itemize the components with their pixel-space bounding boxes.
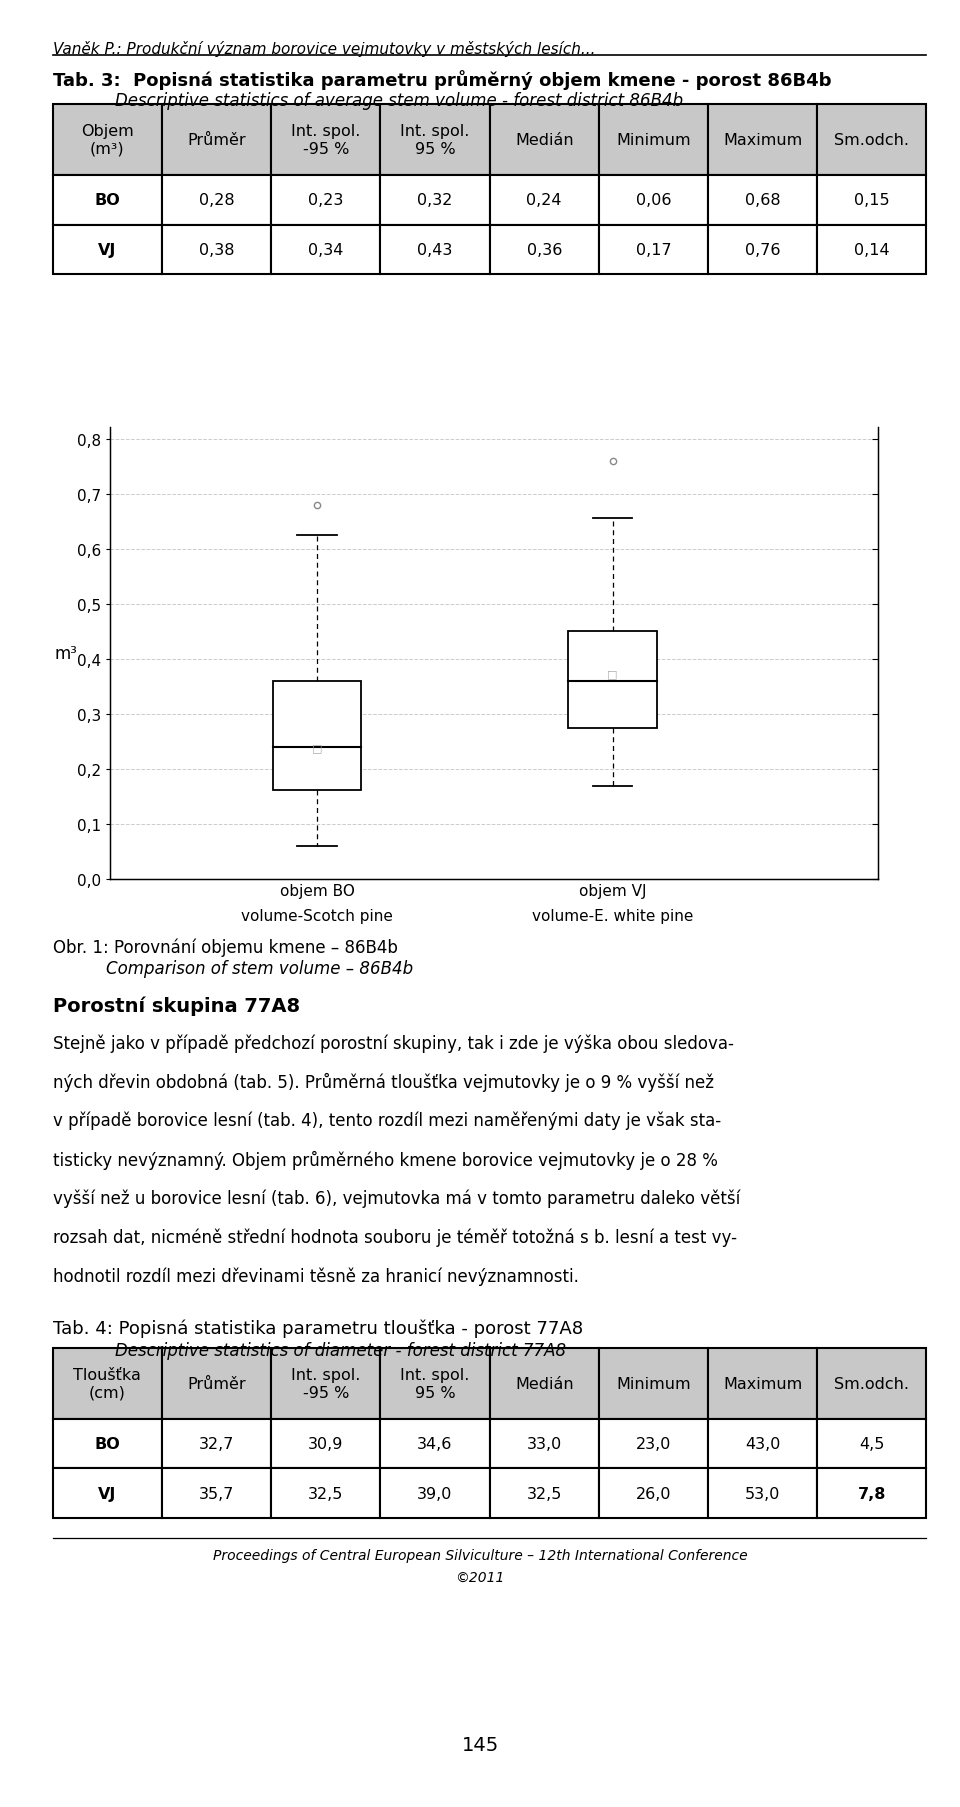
Text: tisticky nevýznamný. Objem průměrného kmene borovice vejmutovky je o 28 %: tisticky nevýznamný. Objem průměrného km… — [53, 1151, 718, 1169]
Text: rozsah dat, nicméně střední hodnota souboru je téměř totožná s b. lesní a test v: rozsah dat, nicméně střední hodnota soub… — [53, 1229, 737, 1247]
Text: 145: 145 — [462, 1735, 498, 1755]
Text: ných dřevin obdobná (tab. 5). Průměrná tloušťka vejmutovky je o 9 % vyšší než: ných dřevin obdobná (tab. 5). Průměrná t… — [53, 1072, 714, 1091]
Text: objem VJ: objem VJ — [579, 884, 646, 898]
Text: volume-E. white pine: volume-E. white pine — [532, 909, 693, 923]
Bar — [273, 681, 362, 790]
Text: Proceedings of Central European Silviculture – 12th International Conference: Proceedings of Central European Silvicul… — [213, 1549, 747, 1563]
Y-axis label: m³: m³ — [55, 645, 78, 663]
Text: Stejně jako v případě předchozí porostní skupiny, tak i zde je výška obou sledov: Stejně jako v případě předchozí porostní… — [53, 1034, 733, 1052]
Text: vyšší než u borovice lesní (tab. 6), vejmutovka má v tomto parametru daleko větš: vyšší než u borovice lesní (tab. 6), vej… — [53, 1189, 740, 1207]
Text: □: □ — [608, 669, 618, 678]
Text: Comparison of stem volume – 86B4b: Comparison of stem volume – 86B4b — [106, 960, 413, 978]
Text: Tab. 3:  Popisná statistika parametru průměrný objem kmene - porost 86B4b: Tab. 3: Popisná statistika parametru prů… — [53, 70, 831, 90]
Text: hodnotil rozdíl mezi dřevinami těsně za hranicí nevýznamnosti.: hodnotil rozdíl mezi dřevinami těsně za … — [53, 1267, 579, 1285]
Text: □: □ — [312, 743, 323, 754]
Text: Porostní skupina 77A8: Porostní skupina 77A8 — [53, 996, 300, 1016]
Text: Vaněk P.: Produkční význam borovice vejmutovky v městských lesích...: Vaněk P.: Produkční význam borovice vejm… — [53, 40, 595, 56]
Text: Descriptive statistics of average stem volume - forest district 86B4b: Descriptive statistics of average stem v… — [115, 92, 684, 110]
Text: ©2011: ©2011 — [455, 1570, 505, 1585]
Text: objem BO: objem BO — [279, 884, 354, 898]
Text: v případě borovice lesní (tab. 4), tento rozdíl mezi naměřenými daty je však sta: v případě borovice lesní (tab. 4), tento… — [53, 1111, 721, 1129]
Text: volume-Scotch pine: volume-Scotch pine — [241, 909, 393, 923]
Bar — [568, 632, 657, 728]
Text: Tab. 4: Popisná statistika parametru tloušťka - porost 77A8: Tab. 4: Popisná statistika parametru tlo… — [53, 1319, 583, 1337]
Text: Descriptive statistics of diameter - forest district 77A8: Descriptive statistics of diameter - for… — [115, 1341, 566, 1359]
Text: Obr. 1: Porovnání objemu kmene – 86B4b: Obr. 1: Porovnání objemu kmene – 86B4b — [53, 938, 397, 956]
